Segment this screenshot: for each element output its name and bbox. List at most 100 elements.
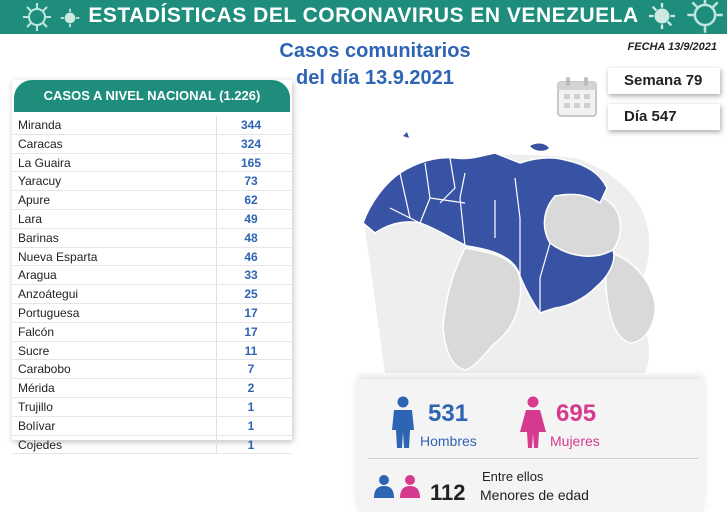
state-name: Caracas bbox=[18, 136, 63, 151]
case-count: 48 bbox=[244, 230, 258, 245]
column-divider bbox=[216, 360, 217, 379]
title-banner: ESTADÍSTICAS DEL CORONAVIRUS EN VENEZUEL… bbox=[0, 0, 727, 34]
virus-icon bbox=[60, 8, 80, 28]
case-count: 344 bbox=[240, 118, 262, 132]
column-divider bbox=[216, 266, 217, 285]
state-name: Bolívar bbox=[18, 418, 56, 433]
table-header: CASOS A NIVEL NACIONAL (1.226) bbox=[14, 80, 290, 112]
case-count: 62 bbox=[244, 193, 258, 208]
case-count: 49 bbox=[244, 211, 258, 226]
column-divider bbox=[216, 228, 217, 247]
column-divider bbox=[216, 416, 217, 435]
state-name: Portuguesa bbox=[18, 305, 80, 320]
column-divider bbox=[216, 172, 217, 191]
table-row: Bolívar 1 bbox=[12, 416, 292, 436]
calendar-icon bbox=[557, 77, 597, 117]
subtitle: Casos comunitarios del día 13.9.2021 bbox=[250, 38, 500, 92]
table-row: Sucre 11 bbox=[12, 341, 292, 361]
case-count: 73 bbox=[244, 174, 258, 189]
case-count: 46 bbox=[244, 249, 258, 264]
case-count: 1 bbox=[247, 437, 255, 452]
women-count: 695 bbox=[556, 400, 597, 427]
virus-icon bbox=[648, 2, 676, 30]
column-divider bbox=[216, 435, 217, 454]
state-name: Anzoátegui bbox=[18, 287, 79, 302]
state-name: Aragua bbox=[18, 268, 57, 283]
venezuela-map bbox=[362, 132, 656, 373]
minors-count: 112 bbox=[430, 480, 466, 505]
column-divider bbox=[216, 397, 217, 416]
state-name: Mérida bbox=[18, 381, 55, 396]
case-count: 25 bbox=[244, 287, 258, 302]
case-count: 1 bbox=[247, 399, 255, 414]
column-divider bbox=[216, 285, 217, 303]
virus-icon bbox=[687, 0, 723, 33]
cases-table: CASOS A NIVEL NACIONAL (1.226) Miranda 34… bbox=[12, 80, 292, 455]
table-body: Miranda 344 Caracas 324 La Guaira 165 Yaracuy 7… bbox=[12, 116, 292, 455]
table-row: Falcón 17 bbox=[12, 322, 292, 342]
minors-label: Menores de edad bbox=[480, 487, 589, 503]
column-divider bbox=[216, 247, 217, 266]
woman-icon bbox=[520, 396, 546, 448]
column-divider bbox=[216, 116, 217, 134]
column-divider bbox=[216, 153, 217, 172]
table-row: Trujillo 1 bbox=[12, 397, 292, 417]
table-row: Portuguesa 17 bbox=[12, 303, 292, 323]
divider bbox=[368, 458, 698, 459]
virus-icon bbox=[23, 3, 51, 31]
column-divider bbox=[216, 303, 217, 322]
week-box: Semana 79 bbox=[608, 68, 720, 94]
state-name: Trujillo bbox=[18, 399, 53, 414]
column-divider bbox=[216, 209, 217, 228]
column-divider bbox=[216, 134, 217, 153]
banner-title: ESTADÍSTICAS DEL CORONAVIRUS EN VENEZUEL… bbox=[88, 4, 639, 27]
case-count: 17 bbox=[244, 324, 258, 339]
state-name: Cojedes bbox=[18, 437, 63, 452]
case-count: 7 bbox=[247, 362, 255, 377]
table-row: Apure 62 bbox=[12, 191, 292, 210]
table-row: Barinas 48 bbox=[12, 228, 292, 248]
state-name: Nueva Esparta bbox=[18, 249, 98, 264]
case-count: 17 bbox=[244, 305, 258, 320]
case-count: 165 bbox=[240, 155, 262, 170]
man-icon bbox=[392, 396, 414, 448]
state-name: Yaracuy bbox=[18, 174, 62, 189]
state-name: La Guaira bbox=[18, 155, 71, 170]
case-count: 2 bbox=[247, 381, 255, 396]
subtitle-line-1: Casos comunitarios bbox=[279, 40, 471, 62]
state-name: Falcón bbox=[18, 324, 55, 339]
women-label: Mujeres bbox=[550, 433, 600, 449]
state-name: Barinas bbox=[18, 230, 59, 245]
column-divider bbox=[216, 379, 217, 397]
table-row: Caracas 324 bbox=[12, 134, 292, 154]
subtitle-line-2: del día 13.9.2021 bbox=[296, 67, 454, 89]
case-count: 1 bbox=[247, 418, 255, 433]
table-row: Aragua 33 bbox=[12, 266, 292, 286]
table-row: Cojedes 1 bbox=[12, 435, 292, 455]
state-name: Carabobo bbox=[18, 362, 71, 377]
column-divider bbox=[216, 322, 217, 341]
men-label: Hombres bbox=[420, 433, 477, 449]
state-name: Sucre bbox=[18, 343, 50, 358]
minors-intro: Entre ellos bbox=[482, 469, 544, 484]
children-icon bbox=[374, 475, 420, 498]
table-row: Lara 49 bbox=[12, 209, 292, 229]
table-row: Mérida 2 bbox=[12, 379, 292, 398]
table-row: Carabobo 7 bbox=[12, 360, 292, 380]
day-box: Día 547 bbox=[608, 104, 720, 130]
case-count: 11 bbox=[244, 343, 258, 358]
table-row: Anzoátegui 25 bbox=[12, 285, 292, 304]
state-name: Lara bbox=[18, 211, 43, 226]
table-row: Miranda 344 bbox=[12, 116, 292, 135]
table-row: La Guaira 165 bbox=[12, 153, 292, 173]
state-name: Apure bbox=[18, 193, 51, 208]
column-divider bbox=[216, 191, 217, 209]
case-count: 324 bbox=[240, 136, 262, 151]
report-date: FECHA 13/9/2021 bbox=[627, 41, 717, 53]
table-row: Nueva Esparta 46 bbox=[12, 247, 292, 267]
table-row: Yaracuy 73 bbox=[12, 172, 292, 192]
case-count: 33 bbox=[244, 268, 258, 283]
men-count: 531 bbox=[428, 400, 469, 427]
column-divider bbox=[216, 341, 217, 360]
state-name: Miranda bbox=[18, 118, 62, 132]
